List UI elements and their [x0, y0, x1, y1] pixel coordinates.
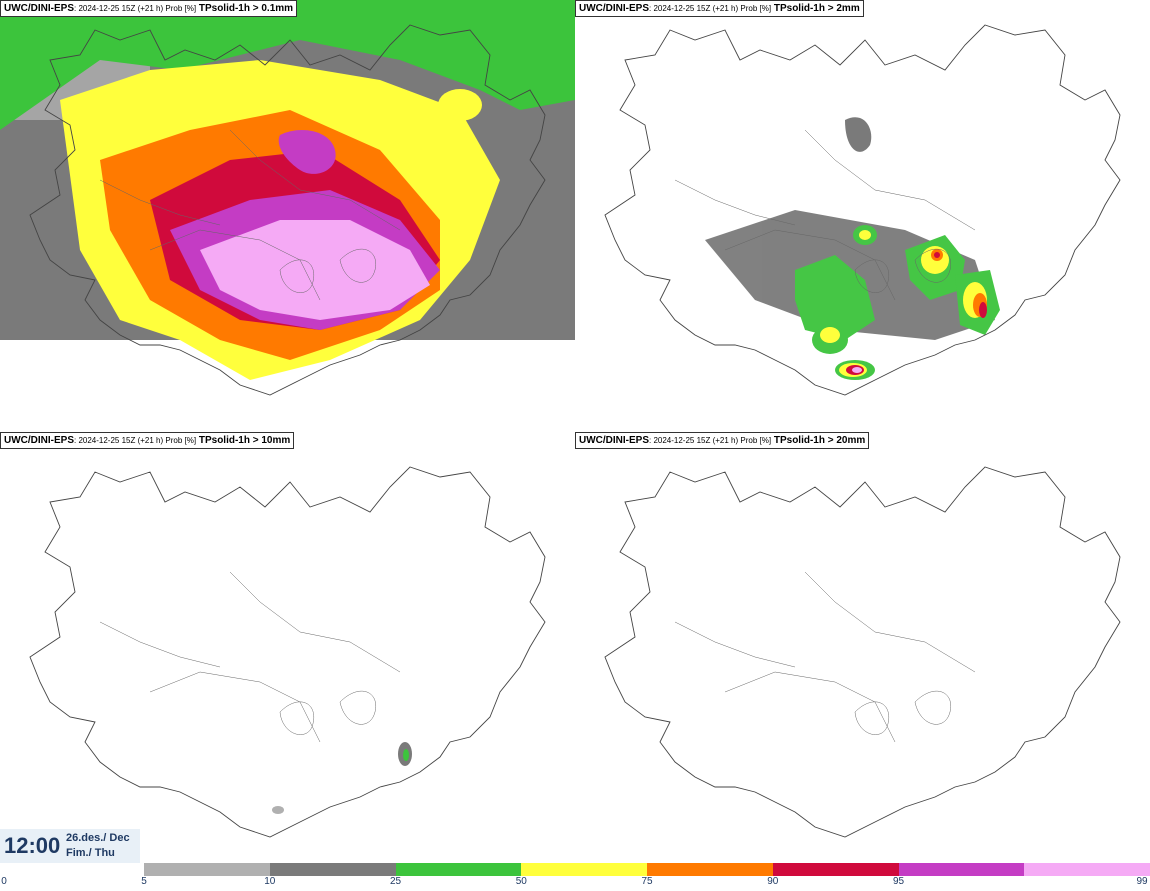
legend-tick-label: 75 [641, 876, 653, 887]
legend-swatch [898, 863, 1025, 876]
probability-map-0.1mm [0, 0, 575, 396]
valid-date-line1: 26.des./ Dec [66, 832, 130, 844]
panel-title: UWC/DINI-EPS: 2024-12-25 15Z (+21 h) Pro… [0, 0, 298, 17]
run-meta: : 2024-12-25 15Z (+21 h) Prob [%] [649, 4, 772, 13]
legend-swatch [144, 863, 270, 876]
source-label: UWC/DINI-EPS [4, 435, 74, 446]
probability-map-2mm [604, 24, 1121, 396]
parameter-label: TPsolid-1h > 10mm [198, 435, 291, 446]
legend-tick-label: 25 [389, 876, 402, 887]
parameter-label: TPsolid-1h > 0.1mm [198, 3, 294, 14]
panel-title: UWC/DINI-EPS: 2024-12-25 15Z (+21 h) Pro… [0, 432, 295, 449]
panel-title: UWC/DINI-EPS: 2024-12-25 15Z (+21 h) Pro… [575, 432, 870, 449]
parameter-label: TPsolid-1h > 20mm [773, 435, 866, 446]
map-panel-10mm: UWC/DINI-EPS: 2024-12-25 15Z (+21 h) Pro… [0, 432, 575, 864]
probability-map-10mm [29, 466, 546, 838]
run-meta: : 2024-12-25 15Z (+21 h) Prob [%] [649, 436, 772, 445]
source-label: UWC/DINI-EPS [579, 435, 649, 446]
legend-tick-label: 5 [141, 876, 147, 887]
map-panel-2mm: UWC/DINI-EPS: 2024-12-25 15Z (+21 h) Pro… [575, 0, 1150, 432]
legend-swatch [647, 863, 773, 876]
legend-tick-label: 90 [767, 876, 779, 887]
map-panel-20mm: UWC/DINI-EPS: 2024-12-25 15Z (+21 h) Pro… [575, 432, 1150, 864]
valid-time-box: 12:00 26.des./ Dec Fim./ Thu [0, 829, 140, 863]
color-legend: 0 5 10 25 50 75 90 95 99 [0, 863, 1150, 891]
valid-date-line2: Fim./ Thu [66, 847, 115, 859]
parameter-label: TPsolid-1h > 2mm [773, 3, 860, 14]
panel-title: UWC/DINI-EPS: 2024-12-25 15Z (+21 h) Pro… [575, 0, 864, 17]
run-meta: : 2024-12-25 15Z (+21 h) Prob [%] [74, 4, 197, 13]
legend-tick-label: 10 [264, 876, 276, 887]
map-panel-0.1mm: UWC/DINI-EPS: 2024-12-25 15Z (+21 h) Pro… [0, 0, 575, 432]
legend-tick-label: 99 [1136, 876, 1148, 887]
legend-swatch [772, 863, 899, 876]
legend-tick-label: 0 [1, 876, 7, 887]
legend-swatch [269, 863, 396, 876]
legend-tick-label: 95 [892, 876, 905, 887]
probability-map-20mm [604, 466, 1121, 838]
source-label: UWC/DINI-EPS [4, 3, 74, 14]
source-label: UWC/DINI-EPS [579, 3, 649, 14]
legend-swatch [395, 863, 522, 876]
legend-swatch [521, 863, 647, 876]
valid-time-clock: 12:00 [4, 833, 61, 858]
legend-swatch [1024, 863, 1150, 876]
valid-time-date: 26.des./ Dec Fim./ Thu [66, 831, 130, 861]
legend-tick-label: 50 [515, 876, 527, 887]
run-meta: : 2024-12-25 15Z (+21 h) Prob [%] [74, 436, 197, 445]
